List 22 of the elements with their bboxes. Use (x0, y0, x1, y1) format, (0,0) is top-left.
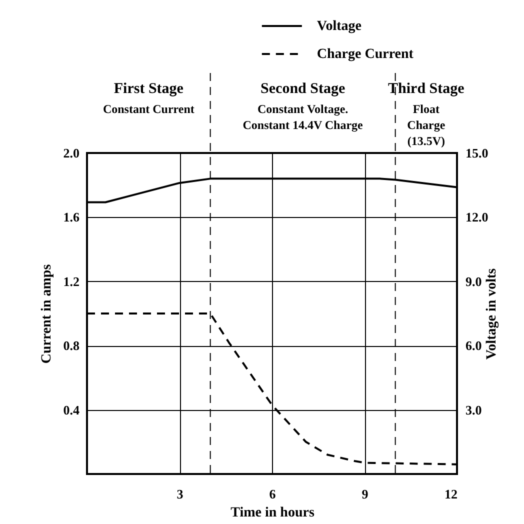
text: First Stage Constant Current (102, 81, 194, 116)
y-tick-label: 2.0 (63, 146, 80, 160)
y2-tick-label: 9.0 (466, 274, 482, 289)
x-tick-label: 12 (444, 486, 458, 502)
y-tick-label: 1.2 (63, 274, 80, 289)
legend-label: Voltage (316, 19, 362, 34)
y-tick-label: 0.8 (63, 338, 80, 354)
y2-axis-title: Voltage in volts (484, 268, 500, 360)
y2-tick-label: 3.0 (466, 402, 482, 418)
y2-tick-label: 12.0 (466, 210, 488, 225)
x-tick-label: 9 (362, 486, 369, 502)
text: Second Stage Constant Voltage. Constant 14.4V Charge (242, 81, 363, 132)
text: Third Stage Float Charge (13.5V) (388, 81, 464, 148)
x-tick-label: 3 (176, 486, 184, 502)
y-tick-label: 1.6 (63, 210, 80, 225)
y2-tick-label: 6.0 (466, 338, 482, 354)
y2-tick-label: 15.0 (466, 146, 488, 160)
y-axis-title: Current in amps (39, 264, 54, 364)
y-tick-label: 0.4 (63, 402, 80, 418)
x-axis-title: Time in hours (230, 506, 315, 520)
x-tick-label: 6 (269, 486, 276, 502)
legend-label: Charge Current (316, 47, 414, 62)
